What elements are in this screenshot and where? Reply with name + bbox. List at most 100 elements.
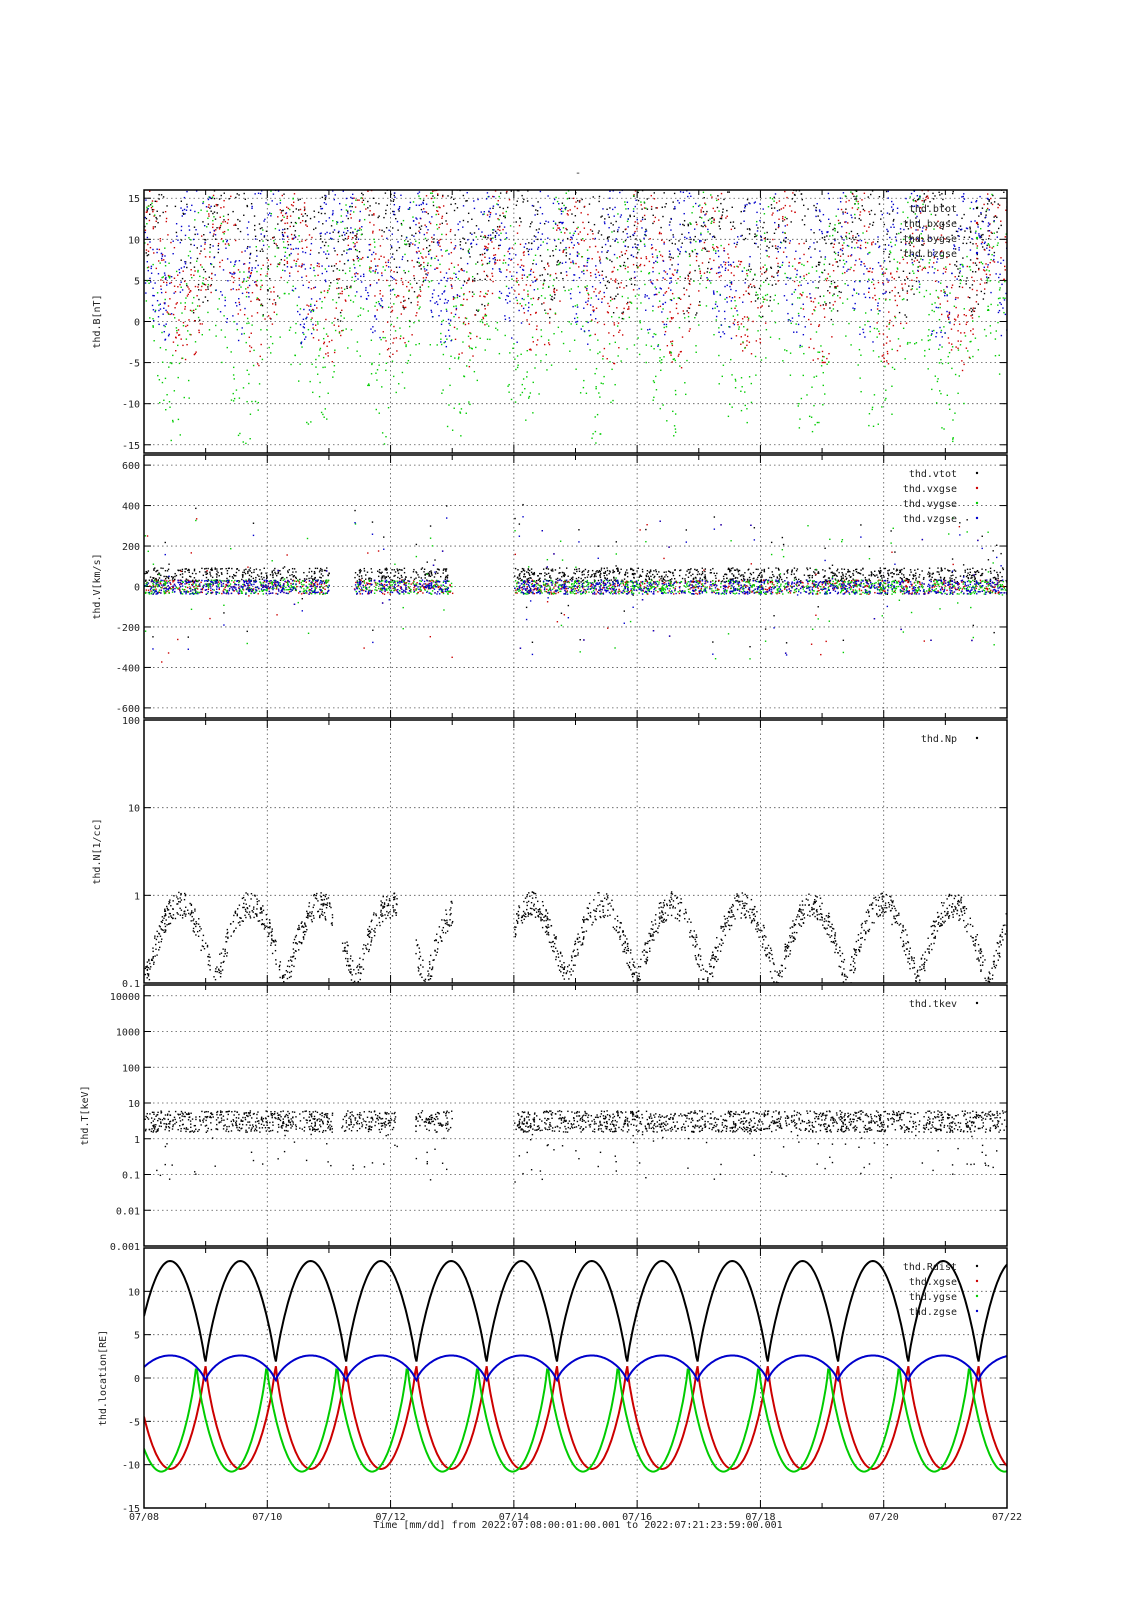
point xyxy=(268,203,270,206)
point xyxy=(893,218,895,221)
point xyxy=(930,213,932,216)
point xyxy=(955,230,958,233)
point xyxy=(489,338,491,341)
point xyxy=(878,203,881,205)
point xyxy=(162,196,165,198)
point xyxy=(608,216,610,218)
point xyxy=(500,166,501,167)
point xyxy=(622,180,623,181)
point xyxy=(505,150,506,151)
point xyxy=(448,404,450,406)
point xyxy=(177,334,180,336)
point xyxy=(160,194,163,196)
point xyxy=(565,227,567,230)
point xyxy=(238,277,240,280)
point xyxy=(251,291,254,294)
point xyxy=(246,167,247,168)
point xyxy=(241,281,244,283)
point xyxy=(434,302,436,304)
point xyxy=(290,248,292,250)
point xyxy=(584,265,586,267)
point xyxy=(896,207,899,209)
point xyxy=(887,190,889,193)
point xyxy=(666,420,668,422)
point xyxy=(565,192,567,194)
point xyxy=(276,313,278,316)
point xyxy=(488,162,489,163)
point xyxy=(532,271,535,273)
point xyxy=(673,435,675,437)
point xyxy=(303,206,306,208)
point xyxy=(454,247,456,249)
point xyxy=(815,270,818,272)
point xyxy=(850,266,852,269)
point xyxy=(353,259,355,262)
point xyxy=(182,270,184,272)
point xyxy=(410,301,412,304)
point xyxy=(791,143,792,144)
point xyxy=(171,419,174,422)
point xyxy=(254,400,257,403)
point xyxy=(854,280,856,283)
point xyxy=(908,272,911,274)
point xyxy=(351,202,353,205)
point xyxy=(763,221,765,224)
point xyxy=(188,288,190,290)
point xyxy=(292,176,293,177)
point xyxy=(610,401,612,404)
point xyxy=(853,309,855,311)
point xyxy=(391,247,393,249)
point xyxy=(355,238,357,240)
point xyxy=(653,198,656,200)
point xyxy=(208,215,210,217)
point xyxy=(249,257,251,259)
point xyxy=(145,292,147,294)
point xyxy=(725,138,726,139)
point xyxy=(774,321,777,324)
point xyxy=(527,290,529,292)
point xyxy=(905,197,907,200)
point xyxy=(859,214,861,216)
point xyxy=(374,295,376,297)
point xyxy=(532,381,534,384)
point xyxy=(214,234,217,236)
point xyxy=(182,185,183,186)
point xyxy=(1005,209,1007,211)
point xyxy=(343,263,346,265)
point xyxy=(777,280,779,282)
point xyxy=(665,323,668,326)
point xyxy=(702,210,705,213)
point xyxy=(931,303,933,306)
point xyxy=(934,375,937,377)
point xyxy=(324,197,327,199)
point xyxy=(223,176,224,177)
point xyxy=(475,263,477,265)
point xyxy=(690,238,692,241)
point xyxy=(259,240,261,242)
point xyxy=(674,206,676,208)
point xyxy=(469,332,471,334)
point xyxy=(601,270,604,273)
point xyxy=(777,245,779,248)
point xyxy=(556,261,559,263)
point xyxy=(772,238,774,241)
point xyxy=(972,262,975,264)
point xyxy=(782,251,785,253)
point xyxy=(333,351,336,354)
point xyxy=(421,284,424,286)
point xyxy=(992,194,994,197)
point xyxy=(827,180,828,181)
point xyxy=(672,201,674,203)
point xyxy=(639,320,641,322)
point xyxy=(752,278,755,280)
point xyxy=(820,365,823,367)
point xyxy=(170,281,173,284)
point xyxy=(600,382,602,384)
point xyxy=(612,224,614,226)
point xyxy=(241,153,242,154)
point xyxy=(422,277,425,279)
point xyxy=(725,217,727,219)
point xyxy=(655,249,657,251)
point xyxy=(393,258,396,260)
point xyxy=(690,278,692,280)
